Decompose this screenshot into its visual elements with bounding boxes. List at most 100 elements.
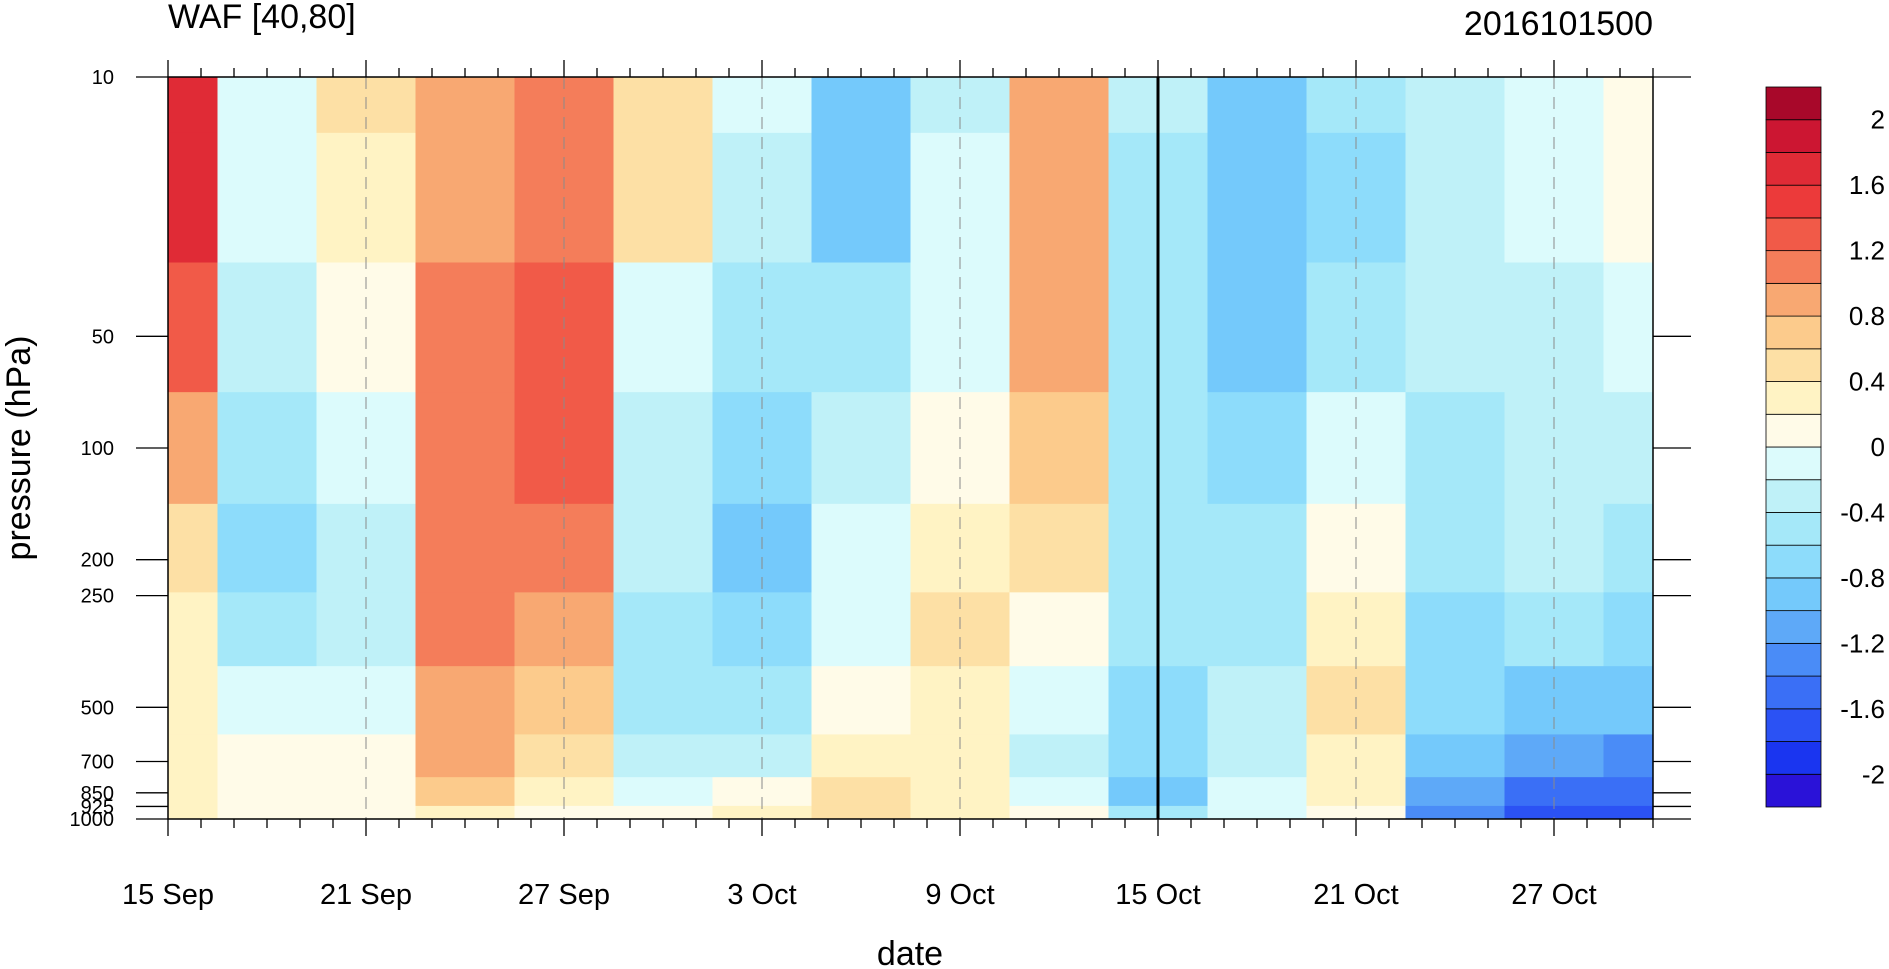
heatmap-cell bbox=[415, 805, 515, 819]
colorbar-segment bbox=[1765, 741, 1822, 775]
heatmap-cell bbox=[1306, 805, 1406, 819]
heatmap-cell bbox=[1603, 132, 1653, 263]
heatmap-cell bbox=[415, 503, 515, 593]
heatmap-cell bbox=[217, 77, 317, 134]
heatmap-cell bbox=[1207, 666, 1307, 735]
heatmap-cell bbox=[1603, 592, 1653, 667]
x-tick-label: 21 Sep bbox=[320, 879, 412, 911]
heatmap-cell bbox=[1009, 503, 1109, 593]
colorbar-segment bbox=[1765, 610, 1822, 644]
heatmap-cell bbox=[1207, 392, 1307, 505]
heatmap-cell bbox=[613, 592, 713, 667]
y-tick-label: 200 bbox=[81, 550, 114, 572]
heatmap-cell bbox=[1207, 132, 1307, 263]
heatmap-cell bbox=[811, 592, 911, 667]
colorbar-segment bbox=[1765, 184, 1822, 219]
colorbar-label: -0.8 bbox=[1840, 563, 1885, 593]
heatmap-cell bbox=[613, 777, 713, 807]
x-tick-label: 15 Sep bbox=[122, 879, 214, 911]
heatmap-cell bbox=[1603, 503, 1653, 593]
heatmap-cell bbox=[168, 132, 218, 263]
heatmap-cell bbox=[1207, 805, 1307, 819]
heatmap-cell bbox=[168, 777, 218, 807]
colorbar-label: 0.4 bbox=[1849, 367, 1885, 397]
heatmap-cell bbox=[613, 262, 713, 393]
heatmap-cell bbox=[811, 262, 911, 393]
colorbar-label: 0 bbox=[1871, 432, 1885, 462]
y-tick-label: 500 bbox=[81, 697, 114, 719]
heatmap-cell bbox=[811, 132, 911, 263]
heatmap-cell bbox=[811, 666, 911, 735]
heatmap-cell bbox=[1603, 734, 1653, 778]
heatmap-cell bbox=[168, 666, 218, 735]
y-tick-label: 700 bbox=[81, 752, 114, 774]
heatmap-cell bbox=[1603, 666, 1653, 735]
heatmap-cell bbox=[1207, 734, 1307, 778]
colorbar-segment bbox=[1765, 282, 1822, 317]
heatmap-cell bbox=[217, 132, 317, 263]
y-tick-label: 100 bbox=[81, 438, 114, 460]
heatmap-cell bbox=[811, 734, 911, 778]
heatmap-cell bbox=[613, 666, 713, 735]
heatmap-cell bbox=[811, 777, 911, 807]
heatmap-cell bbox=[1405, 734, 1505, 778]
colorbar-label: -1.2 bbox=[1840, 628, 1885, 658]
colorbar-segment bbox=[1765, 315, 1822, 350]
colorbar-label: 2 bbox=[1871, 105, 1885, 135]
heatmap-cell bbox=[613, 805, 713, 819]
colorbar-label: -0.4 bbox=[1840, 497, 1885, 527]
y-axis-title: pressure (hPa) bbox=[0, 336, 38, 561]
heatmap-cell bbox=[1405, 805, 1505, 819]
heatmap-cell bbox=[1009, 666, 1109, 735]
heatmap-cell bbox=[168, 77, 218, 134]
heatmap-cell bbox=[217, 592, 317, 667]
colorbar-segment bbox=[1765, 544, 1822, 579]
colorbar-segment bbox=[1765, 381, 1822, 415]
colorbar-segment bbox=[1765, 152, 1822, 186]
heatmap-cell bbox=[415, 592, 515, 667]
heatmap-cell bbox=[168, 805, 218, 819]
colorbar-label: -1.6 bbox=[1840, 694, 1885, 724]
heatmap-cell bbox=[613, 132, 713, 263]
colorbar-segment bbox=[1765, 446, 1822, 481]
heatmap-cell bbox=[1603, 392, 1653, 505]
heatmap-cell bbox=[1603, 777, 1653, 807]
colorbar-segment bbox=[1765, 675, 1822, 710]
heatmap-cell bbox=[811, 392, 911, 505]
heatmap-cell bbox=[1009, 734, 1109, 778]
heatmap-cell bbox=[1405, 132, 1505, 263]
y-tick-label: 10 bbox=[92, 67, 114, 89]
heatmap-cell bbox=[712, 805, 812, 819]
heatmap-cell bbox=[217, 262, 317, 393]
heatmap-cell bbox=[811, 805, 911, 819]
chart-run-id: 2016101500 bbox=[1464, 5, 1653, 43]
heatmap-cell bbox=[168, 503, 218, 593]
heatmap-cell bbox=[1009, 392, 1109, 505]
heatmap-cell bbox=[1504, 805, 1604, 819]
heatmap-cell bbox=[415, 734, 515, 778]
heatmap-cell bbox=[1009, 262, 1109, 393]
heatmap-cell bbox=[1009, 777, 1109, 807]
x-tick-label: 21 Oct bbox=[1313, 879, 1398, 911]
x-tick-label: 9 Oct bbox=[925, 879, 994, 911]
heatmap-cell bbox=[1009, 132, 1109, 263]
heatmap-cell bbox=[910, 805, 1010, 819]
heatmap-cell bbox=[1405, 777, 1505, 807]
y-tick-label: 250 bbox=[81, 586, 114, 608]
colorbar-segment bbox=[1765, 708, 1822, 742]
heatmap-cell bbox=[1405, 392, 1505, 505]
heatmap-cell bbox=[811, 77, 911, 134]
heatmap-cell bbox=[1009, 805, 1109, 819]
heatmap-cell bbox=[1207, 777, 1307, 807]
y-tick-label: 925 bbox=[81, 796, 114, 818]
chart-title: WAF [40,80] bbox=[168, 0, 356, 36]
heatmap-cell bbox=[415, 392, 515, 505]
colorbar-segment bbox=[1765, 348, 1822, 382]
heatmap-cell bbox=[1405, 77, 1505, 134]
heatmap-cell bbox=[316, 805, 416, 819]
heatmap-cell bbox=[217, 805, 317, 819]
contour-field bbox=[168, 77, 1653, 819]
heatmap-cell bbox=[217, 503, 317, 593]
